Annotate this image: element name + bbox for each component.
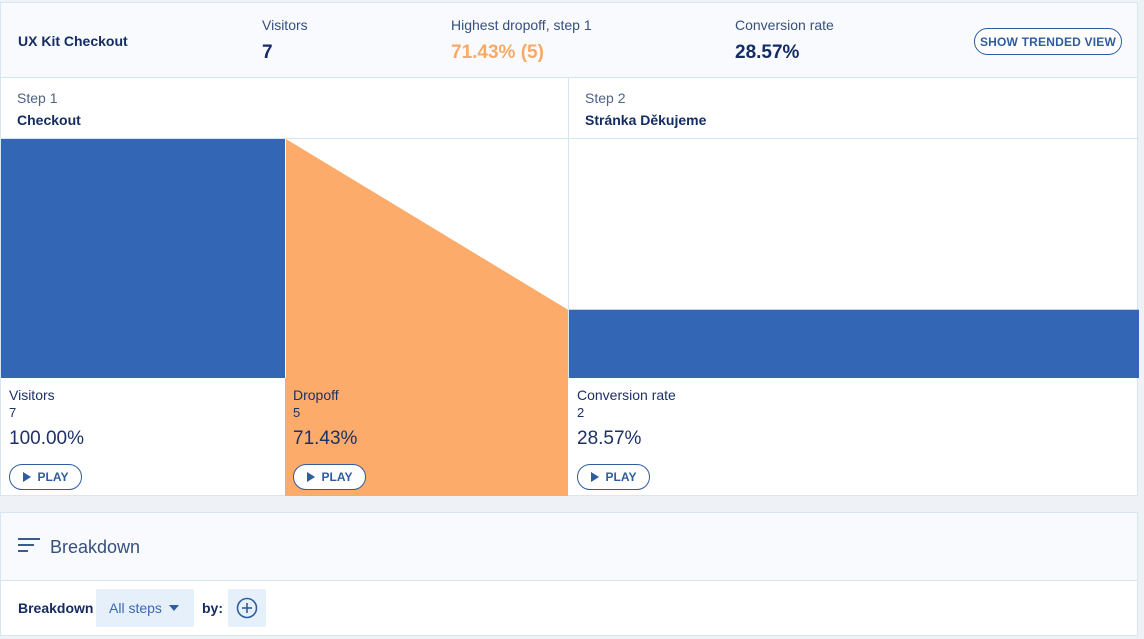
- play-icon: [306, 472, 315, 482]
- play-label: PLAY: [37, 470, 69, 484]
- step-number: Step 2: [585, 90, 626, 106]
- add-circle-icon: [236, 597, 258, 619]
- breakdown-card: Breakdown Breakdown All steps by:: [0, 512, 1138, 636]
- visitors-stat: Visitors 7 100.00% PLAY: [1, 378, 285, 496]
- step-select[interactable]: All steps: [96, 589, 194, 627]
- dropoff-stat: Dropoff 5 71.43% PLAY: [285, 378, 568, 496]
- stat-percent: 100.00%: [9, 428, 85, 449]
- step-select-value: All steps: [109, 600, 162, 616]
- stat-count: 2: [577, 405, 585, 420]
- funnel-summary-bar: UX Kit Checkout Visitors 7 Highest dropo…: [1, 3, 1137, 78]
- visitors-metric-label: Visitors: [262, 17, 308, 33]
- step-divider: [568, 78, 569, 378]
- step-name: Stránka Děkujeme: [585, 112, 707, 128]
- step-header-1: Step 1 Checkout: [1, 78, 568, 139]
- stat-percent: 71.43%: [293, 428, 358, 449]
- breakdown-title: Breakdown: [50, 537, 141, 557]
- conversion-metric-value: 28.57%: [735, 42, 800, 63]
- dropoff-metric-value: 71.43% (5): [451, 42, 544, 63]
- caret-down-icon: [168, 605, 179, 611]
- add-breakdown-button[interactable]: [228, 589, 266, 627]
- play-conversion-button[interactable]: PLAY: [577, 464, 650, 490]
- by-label: by:: [202, 600, 223, 616]
- play-label: PLAY: [321, 470, 353, 484]
- breakdown-label: Breakdown: [18, 600, 94, 616]
- funnel-card: UX Kit Checkout Visitors 7 Highest dropo…: [0, 2, 1139, 496]
- breakdown-header: Breakdown: [1, 513, 1137, 581]
- step-header-2: Step 2 Stránka Děkujeme: [569, 78, 1139, 139]
- play-icon: [22, 472, 31, 482]
- stat-count: 5: [293, 405, 301, 420]
- play-label: PLAY: [605, 470, 637, 484]
- funnel-chart: [1, 139, 1139, 378]
- bar-step-2[interactable]: [569, 309, 1139, 378]
- play-visitors-button[interactable]: PLAY: [9, 464, 82, 490]
- stat-label: Visitors: [9, 387, 55, 403]
- play-dropoff-button[interactable]: PLAY: [293, 464, 366, 490]
- filter-lines-icon: [18, 538, 40, 554]
- funnel-name: UX Kit Checkout: [18, 33, 128, 49]
- step-name: Checkout: [17, 112, 81, 128]
- stat-label: Conversion rate: [577, 387, 676, 403]
- conversion-metric-label: Conversion rate: [735, 17, 834, 33]
- play-icon: [590, 472, 599, 482]
- dropoff-metric-label: Highest dropoff, step 1: [451, 17, 592, 33]
- step-number: Step 1: [17, 90, 58, 106]
- stat-label: Dropoff: [293, 387, 339, 403]
- visitors-metric-value: 7: [262, 42, 273, 63]
- conversion-stat: Conversion rate 2 28.57% PLAY: [569, 378, 1139, 496]
- stat-percent: 28.57%: [577, 428, 642, 449]
- bar-step-1[interactable]: [1, 139, 285, 378]
- stat-count: 7: [9, 405, 17, 420]
- dropoff-area[interactable]: [286, 139, 568, 378]
- show-trended-view-button[interactable]: SHOW TRENDED VIEW: [974, 28, 1122, 55]
